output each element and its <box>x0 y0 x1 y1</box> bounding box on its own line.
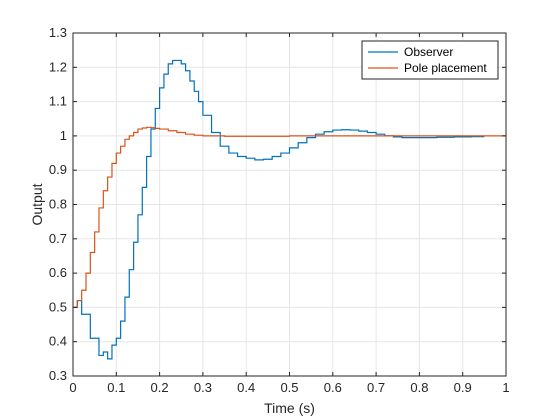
y-tick-label: 1.2 <box>49 59 67 74</box>
y-tick-label: 0.6 <box>49 265 67 280</box>
x-tick-label: 0.5 <box>280 380 298 395</box>
x-tick-label: 0.9 <box>454 380 472 395</box>
tick-labels: 0 0.1 0.2 0.3 0.4 0.5 0.6 0.7 0.8 0.9 1 0.3 0.4 0.5 0.… <box>49 25 510 395</box>
x-tick-label: 0.2 <box>151 380 169 395</box>
y-tick-label: 1 <box>60 128 67 143</box>
x-tick-label: 0.7 <box>367 380 385 395</box>
series-lines <box>73 59 506 360</box>
y-tick-label: 1.1 <box>49 94 67 109</box>
legend: Observer Pole placement <box>361 40 499 80</box>
legend-box <box>361 40 499 80</box>
x-tick-label: 1 <box>502 380 509 395</box>
y-tick-label: 0.9 <box>49 162 67 177</box>
x-tick-label: 0 <box>69 380 76 395</box>
legend-entry: Pole placement <box>404 61 487 75</box>
y-tick-label: 0.7 <box>49 231 67 246</box>
x-tick-label: 0.4 <box>237 380 255 395</box>
y-tick-label: 0.5 <box>49 299 67 314</box>
x-tick-label: 0.8 <box>410 380 428 395</box>
legend-entry: Observer <box>404 45 453 59</box>
y-tick-label: 0.3 <box>49 368 67 383</box>
x-tick-label: 0.1 <box>107 380 125 395</box>
series-line-observer <box>73 59 485 360</box>
y-tick-label: 0.8 <box>49 197 67 212</box>
grid-lines <box>72 32 507 377</box>
y-tick-label: 1.3 <box>49 25 67 40</box>
tick-marks <box>72 32 507 377</box>
y-tick-label: 0.4 <box>49 334 67 349</box>
series-line-pole-placement <box>73 126 506 308</box>
x-tick-label: 0.3 <box>194 380 212 395</box>
y-axis-label: Output <box>29 183 45 225</box>
x-tick-label: 0.6 <box>324 380 342 395</box>
x-axis-label: Time (s) <box>264 400 315 416</box>
